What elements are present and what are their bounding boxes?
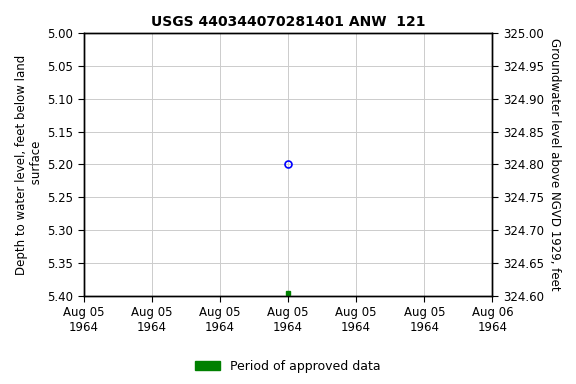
Y-axis label: Depth to water level, feet below land
 surface: Depth to water level, feet below land su…: [15, 55, 43, 275]
Legend: Period of approved data: Period of approved data: [190, 355, 386, 378]
Title: USGS 440344070281401 ANW  121: USGS 440344070281401 ANW 121: [151, 15, 425, 29]
Y-axis label: Groundwater level above NGVD 1929, feet: Groundwater level above NGVD 1929, feet: [548, 38, 561, 291]
